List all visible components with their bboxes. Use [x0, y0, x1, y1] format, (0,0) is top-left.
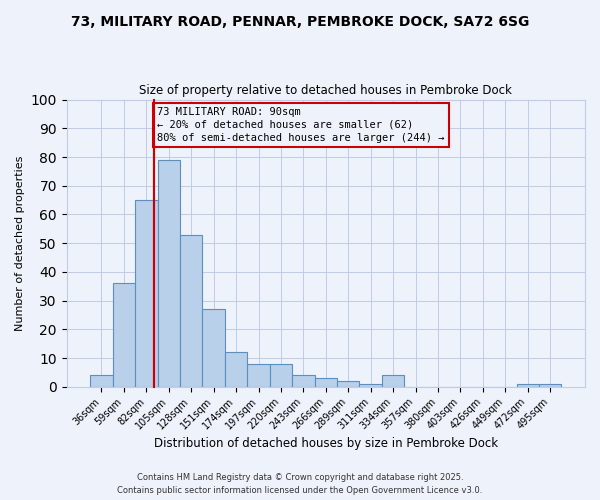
Title: Size of property relative to detached houses in Pembroke Dock: Size of property relative to detached ho…	[139, 84, 512, 97]
Bar	[225, 352, 247, 387]
Bar	[202, 310, 225, 387]
Bar	[292, 376, 314, 387]
Bar	[90, 376, 113, 387]
Bar	[539, 384, 562, 387]
Bar	[359, 384, 382, 387]
Text: 73 MILITARY ROAD: 90sqm
← 20% of detached houses are smaller (62)
80% of semi-de: 73 MILITARY ROAD: 90sqm ← 20% of detache…	[157, 106, 445, 143]
Bar	[270, 364, 292, 387]
Bar	[517, 384, 539, 387]
X-axis label: Distribution of detached houses by size in Pembroke Dock: Distribution of detached houses by size …	[154, 437, 498, 450]
Bar	[113, 284, 135, 387]
Bar	[158, 160, 180, 387]
Bar	[314, 378, 337, 387]
Bar	[247, 364, 270, 387]
Bar	[135, 200, 158, 387]
Bar	[337, 381, 359, 387]
Y-axis label: Number of detached properties: Number of detached properties	[15, 156, 25, 331]
Bar	[382, 376, 404, 387]
Text: 73, MILITARY ROAD, PENNAR, PEMBROKE DOCK, SA72 6SG: 73, MILITARY ROAD, PENNAR, PEMBROKE DOCK…	[71, 15, 529, 29]
Text: Contains HM Land Registry data © Crown copyright and database right 2025.
Contai: Contains HM Land Registry data © Crown c…	[118, 473, 482, 495]
Bar	[180, 234, 202, 387]
